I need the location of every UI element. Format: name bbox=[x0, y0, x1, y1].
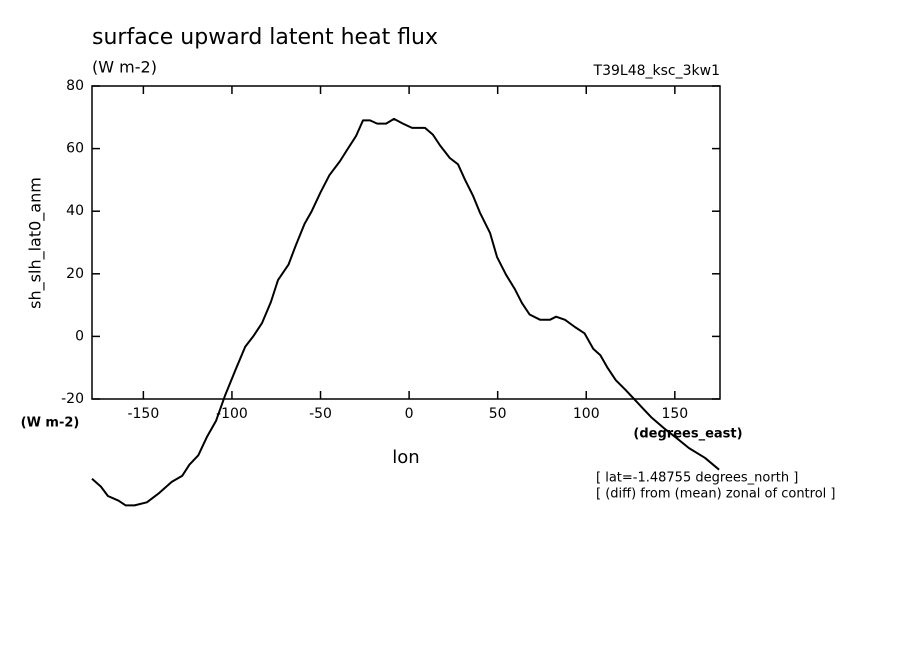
y-tick-label: -20 bbox=[61, 391, 84, 407]
x-tick-label: -100 bbox=[216, 406, 248, 422]
x-tick-label: -150 bbox=[127, 406, 159, 422]
plot-frame bbox=[91, 85, 721, 400]
y-tick-label: 0 bbox=[75, 328, 84, 344]
y-tick-label: 80 bbox=[66, 78, 84, 94]
chart-title: surface upward latent heat flux bbox=[92, 25, 438, 50]
x-tick-label: 150 bbox=[661, 406, 688, 422]
data-line bbox=[91, 117, 720, 507]
y-tick-label: 60 bbox=[66, 141, 84, 157]
x-tick-label: 0 bbox=[405, 406, 414, 422]
y-tick-label: 40 bbox=[66, 203, 84, 219]
x-unit: (degrees_east) bbox=[633, 427, 742, 442]
subtitle: (W m-2) bbox=[92, 58, 157, 77]
run-label: T39L48_ksc_3kw1 bbox=[593, 63, 720, 79]
x-tick-label: -50 bbox=[309, 406, 332, 422]
y-tick-label: 20 bbox=[66, 266, 84, 282]
y-unit: (W m-2) bbox=[21, 416, 80, 431]
x-tick-label: 50 bbox=[489, 406, 507, 422]
annotation: [ lat=-1.48755 degrees_north ] bbox=[596, 471, 798, 486]
y-axis-label: sh_slh_lat0_anm bbox=[26, 177, 46, 309]
annotation: [ (diff) from (mean) zonal of control ] bbox=[596, 487, 835, 502]
x-tick-label: 100 bbox=[573, 406, 600, 422]
x-axis-label: lon bbox=[392, 447, 419, 468]
